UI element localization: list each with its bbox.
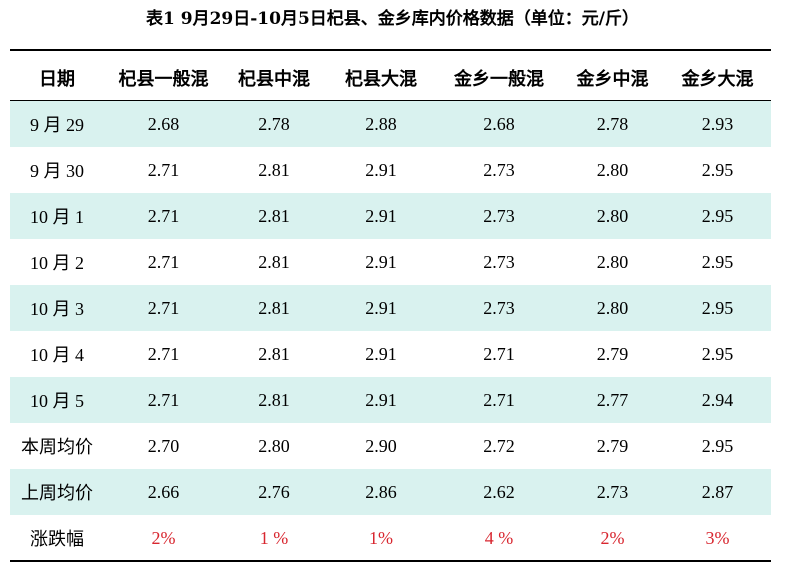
- header-date: 日期: [39, 69, 75, 90]
- cell-value: 2.62: [437, 469, 561, 515]
- cell-value: 2.73: [437, 285, 561, 331]
- table-row: 10 月 1 2.71 2.81 2.91 2.73 2.80 2.95: [10, 193, 771, 239]
- table-row: 10 月 4 2.71 2.81 2.91 2.71 2.79 2.95: [10, 331, 771, 377]
- cell-value: 2.81: [258, 251, 290, 272]
- cell-change-value: 2%: [151, 527, 176, 548]
- cell-value: 2.94: [664, 377, 771, 423]
- bottom-rule: [10, 560, 771, 562]
- cell-value: 2.71: [147, 343, 180, 364]
- cell-change-value: 3%: [705, 527, 730, 548]
- cell-value: 2.91: [365, 343, 397, 364]
- cell-value: 2.79: [596, 343, 629, 364]
- cell-date: 10 月 4: [30, 345, 84, 365]
- cell-date: 上周均价: [10, 469, 104, 515]
- table-row-last-week-average: 上周均价 2.66 2.76 2.86 2.62 2.73 2.87: [10, 469, 771, 515]
- cell-value: 2.78: [223, 101, 325, 147]
- header-rule: [10, 100, 771, 101]
- cell-date: 10 月 1: [10, 193, 104, 239]
- cell-value: 2.66: [104, 469, 223, 515]
- cell-value: 2.80: [561, 285, 664, 331]
- table-row-week-average: 本周均价 2.70 2.80 2.90 2.72 2.79 2.95: [10, 423, 771, 469]
- cell-value: 2.78: [561, 101, 664, 147]
- cell-date: 10 月 2: [30, 253, 84, 273]
- cell-value: 2.81: [223, 193, 325, 239]
- cell-value: 2.86: [325, 469, 437, 515]
- cell-value: 2.91: [365, 159, 397, 180]
- cell-change-value: 2%: [600, 527, 625, 548]
- cell-date: 10 月 3: [10, 285, 104, 331]
- cell-value: 2.81: [223, 377, 325, 423]
- cell-value: 2.93: [664, 101, 771, 147]
- cell-date: 本周均价: [21, 437, 93, 457]
- table-row: 10 月 5 2.71 2.81 2.91 2.71 2.77 2.94: [10, 377, 771, 423]
- cell-value: 2.91: [325, 377, 437, 423]
- cell-change-value: 4 %: [484, 527, 514, 548]
- cell-value: 2.91: [325, 285, 437, 331]
- cell-value: 2.80: [596, 251, 629, 272]
- cell-value: 2.81: [258, 343, 290, 364]
- cell-value: 2.95: [664, 193, 771, 239]
- cell-value: 2.71: [483, 343, 515, 364]
- cell-value: 2.88: [325, 101, 437, 147]
- cell-value: 2.95: [701, 435, 734, 456]
- cell-value: 2.73: [483, 251, 515, 272]
- cell-date: 10 月 5: [10, 377, 104, 423]
- cell-value: 2.95: [701, 343, 734, 364]
- cell-value: 2.71: [437, 377, 561, 423]
- cell-value: 2.68: [437, 101, 561, 147]
- header-qixian-large: 杞县大混: [345, 69, 417, 90]
- cell-value: 2.73: [437, 193, 561, 239]
- table-row: 9 月 30 2.71 2.81 2.91 2.73 2.80 2.95: [10, 147, 771, 193]
- cell-value: 2.68: [104, 101, 223, 147]
- cell-change-label: 涨跌幅: [30, 529, 84, 549]
- cell-value: 2.91: [365, 251, 397, 272]
- table-row: 10 月 3 2.71 2.81 2.91 2.73 2.80 2.95: [10, 285, 771, 331]
- header-jinxiang-large: 金乡大混: [681, 69, 754, 90]
- cell-value: 2.80: [258, 435, 290, 456]
- cell-value: 2.72: [483, 435, 515, 456]
- cell-value: 2.71: [147, 251, 180, 272]
- cell-value: 2.87: [664, 469, 771, 515]
- cell-value: 2.91: [325, 193, 437, 239]
- cell-value: 2.90: [365, 435, 397, 456]
- cell-value: 2.71: [104, 285, 223, 331]
- table-row-change: 涨跌幅 2% 1 % 1% 4 % 2% 3%: [10, 515, 771, 561]
- header-jinxiang-general: 金乡一般混: [454, 69, 544, 90]
- cell-value: 2.80: [561, 193, 664, 239]
- header-jinxiang-medium: 金乡中混: [576, 69, 649, 90]
- cell-date: 9 月 29: [10, 101, 104, 147]
- price-table: 日期 杞县一般混 杞县中混 杞县大混 金乡一般混 金乡中混 金乡大混 9 月 2…: [10, 55, 771, 561]
- cell-value: 2.79: [596, 435, 629, 456]
- header-qixian-medium: 杞县中混: [238, 69, 310, 90]
- table-row: 9 月 29 2.68 2.78 2.88 2.68 2.78 2.93: [10, 101, 771, 147]
- cell-value: 2.73: [483, 159, 515, 180]
- top-rule: [10, 49, 771, 51]
- header-row: 日期 杞县一般混 杞县中混 杞县大混 金乡一般混 金乡中混 金乡大混: [10, 55, 771, 101]
- cell-change-value: 1%: [369, 527, 393, 548]
- cell-value: 2.81: [258, 159, 290, 180]
- cell-value: 2.80: [596, 159, 629, 180]
- cell-change-value: 1 %: [259, 527, 289, 548]
- cell-value: 2.95: [664, 285, 771, 331]
- cell-value: 2.77: [561, 377, 664, 423]
- cell-value: 2.81: [223, 285, 325, 331]
- cell-value: 2.71: [104, 377, 223, 423]
- cell-value: 2.95: [701, 159, 734, 180]
- table-row: 10 月 2 2.71 2.81 2.91 2.73 2.80 2.95: [10, 239, 771, 285]
- table-title: 表1 9月29日-10月5日杞县、金乡库内价格数据（单位：元/斤）: [146, 9, 639, 29]
- cell-value: 2.71: [147, 159, 180, 180]
- cell-date: 9 月 30: [30, 161, 84, 181]
- cell-value: 2.73: [561, 469, 664, 515]
- cell-value: 2.70: [147, 435, 180, 456]
- header-qixian-general: 杞县一般混: [118, 69, 209, 90]
- cell-value: 2.76: [223, 469, 325, 515]
- cell-value: 2.95: [701, 251, 734, 272]
- cell-value: 2.71: [104, 193, 223, 239]
